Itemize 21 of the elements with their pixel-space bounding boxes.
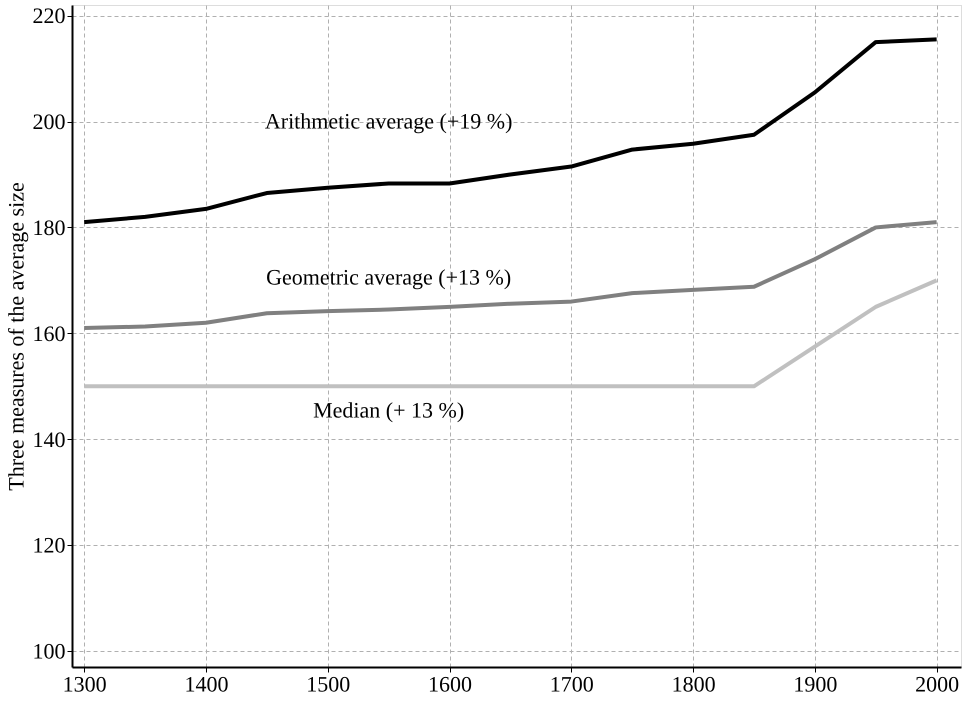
y-tick-label: 220 — [32, 3, 66, 28]
x-tick-label: 1500 — [306, 672, 350, 696]
series-label: Arithmetic average (+19 %) — [264, 108, 512, 134]
x-tick-label: 1900 — [793, 672, 838, 696]
line-series — [82, 220, 939, 330]
y-tick-label: 120 — [32, 532, 66, 558]
series-label: Median (+ 13 %) — [313, 397, 464, 422]
x-tick-label: 1300 — [62, 672, 107, 696]
y-tick-label: 180 — [32, 214, 66, 240]
y-axis-title: Three measures of the average size — [4, 182, 28, 491]
y-tick-label: 140 — [32, 426, 66, 452]
x-tick-label: 1400 — [184, 672, 228, 696]
x-tick-label: 1800 — [672, 672, 716, 696]
x-tick-label: 1700 — [550, 672, 594, 696]
x-tick-label: 1600 — [428, 672, 472, 696]
series-label: Geometric average (+13 %) — [266, 264, 512, 290]
y-tick-label: 160 — [32, 320, 66, 346]
x-tick-label: 2000 — [915, 672, 960, 696]
y-tick-label: 100 — [32, 638, 66, 664]
line-series — [82, 37, 939, 224]
y-tick-label: 200 — [32, 109, 66, 134]
